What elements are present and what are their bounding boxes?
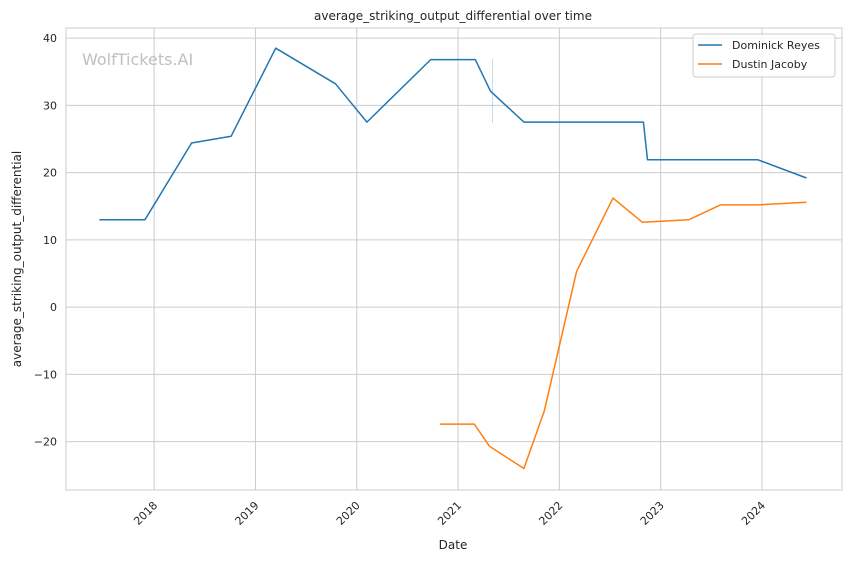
grid <box>66 28 842 490</box>
x-axis: 2018 2019 2020 2021 2022 2023 2024 <box>131 499 768 528</box>
y-tick-label: 30 <box>43 99 57 112</box>
x-tick-label: 2021 <box>435 499 464 528</box>
series-line-dustin-jacoby <box>440 198 807 468</box>
y-tick-label: 0 <box>50 301 57 314</box>
y-tick-label: −10 <box>34 368 57 381</box>
legend-label-dustin-jacoby: Dustin Jacoby <box>732 58 808 71</box>
x-tick-label: 2023 <box>638 499 667 528</box>
plot-frame <box>66 28 842 490</box>
x-axis-label: Date <box>439 538 468 552</box>
legend: Dominick Reyes Dustin Jacoby <box>693 34 835 77</box>
y-axis: −20 −10 0 10 20 30 40 <box>34 32 57 448</box>
x-tick-label: 2024 <box>739 499 768 528</box>
x-tick-label: 2018 <box>131 499 160 528</box>
watermark: WolfTickets.AI <box>82 50 193 69</box>
chart-title: average_striking_output_differential ove… <box>314 9 592 23</box>
y-tick-label: 20 <box>43 167 57 180</box>
x-tick-label: 2019 <box>233 499 262 528</box>
x-tick-label: 2022 <box>536 499 565 528</box>
y-tick-label: 40 <box>43 32 57 45</box>
series-group <box>99 48 806 469</box>
y-axis-label: average_striking_output_differential <box>10 151 24 367</box>
x-tick-label: 2020 <box>334 499 363 528</box>
legend-label-dominick-reyes: Dominick Reyes <box>732 39 820 52</box>
y-tick-label: −20 <box>34 436 57 449</box>
y-tick-label: 10 <box>43 234 57 247</box>
